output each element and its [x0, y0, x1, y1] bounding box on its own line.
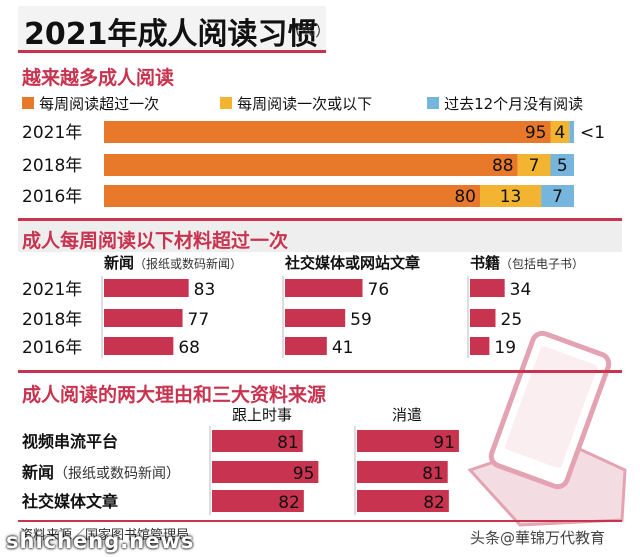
materials-bar-chart: 2021年 2018年 2016年 新闻（报纸或数码新闻） 83 77 68 社交媒体或网站文… — [22, 254, 584, 358]
stacked-bar-segment — [517, 154, 551, 176]
main-title-box: 2021年成人阅读习惯 （%） — [18, 6, 330, 53]
year-label: 2018年 — [22, 310, 82, 330]
source-label: 社交媒体文章 — [21, 492, 118, 511]
legend-swatch-3 — [427, 97, 439, 109]
bar-value-label: 19 — [494, 338, 516, 358]
section3-separator — [18, 370, 622, 373]
legend-label-2: 每周阅读一次或以下 — [237, 95, 373, 113]
bar-value-label: 83 — [194, 280, 216, 300]
bar — [212, 430, 303, 452]
bar-value-label: 81 — [277, 433, 299, 453]
stacked-bar-segment — [480, 185, 542, 207]
bar — [357, 461, 448, 483]
bar-value-label: 95 — [293, 464, 315, 484]
legend-item-2: 每周阅读一次或以下 — [220, 93, 372, 114]
reason-header: 跟上时事 — [232, 406, 292, 424]
bar — [104, 279, 189, 297]
column-header: 书籍（包括电子书） — [470, 254, 584, 272]
bar — [470, 279, 505, 297]
stacked-bar-segment — [104, 185, 480, 207]
tablet-screen — [505, 346, 597, 468]
source-label: 视频串流平台 — [22, 432, 118, 451]
bar-value-label: 7 — [529, 156, 540, 176]
unit-label: （%） — [286, 22, 331, 40]
year-label: 2018年 — [22, 156, 82, 176]
bar — [470, 309, 496, 327]
legend-swatch-2 — [220, 97, 232, 109]
bar-value-label: 5 — [557, 156, 568, 176]
bar-value-label: 13 — [500, 187, 522, 207]
section2-title: 成人每周阅读以下材料超过一次 — [22, 230, 289, 252]
reason-header: 消遣 — [392, 406, 422, 424]
source-label: 新闻（报纸或数码新闻） — [22, 463, 180, 482]
bar — [285, 337, 327, 355]
bar-value-label: 4 — [554, 123, 565, 143]
year-label: 2016年 — [22, 187, 82, 207]
bar — [104, 309, 183, 327]
stacked-bar-segment — [541, 185, 574, 207]
bar-value-label: 80 — [454, 187, 476, 207]
stacked-bar-segment — [550, 121, 570, 143]
bar-value-label: 41 — [332, 338, 354, 358]
stacked-bar-segment — [569, 121, 574, 143]
bar — [357, 490, 449, 512]
legend-label-3: 过去12个月没有阅读 — [444, 95, 584, 113]
bar — [212, 490, 304, 512]
section1-title: 越来越多成人阅读 — [22, 67, 175, 89]
bar-value-label: 88 — [492, 156, 514, 176]
bar — [285, 279, 363, 297]
bar-value-label: 76 — [368, 280, 390, 300]
section2-header-bg — [18, 218, 622, 252]
bar-value-label: 82 — [278, 493, 300, 513]
year-label: 2021年 — [22, 280, 82, 300]
page-title: 2021年成人阅读习惯 — [24, 17, 318, 52]
bar-value-label: 82 — [423, 493, 445, 513]
bar-value-label: 91 — [433, 433, 455, 453]
bar-value-label: 59 — [350, 310, 372, 330]
bar — [357, 430, 459, 452]
stacked-bar-segment — [104, 154, 518, 176]
tablet-illustration — [467, 330, 627, 527]
bar-value-label: 77 — [188, 310, 210, 330]
bar-value-label: <1 — [580, 123, 605, 143]
stacked-bar-segment — [104, 121, 551, 143]
site-watermark: shicheng.news — [6, 529, 195, 553]
bar-value-label: 68 — [178, 338, 200, 358]
stacked-bar-segment — [550, 154, 574, 176]
year-label: 2016年 — [22, 338, 82, 358]
section3-title: 成人阅读的两大理由和三大资料来源 — [22, 384, 327, 406]
bar-value-label: 34 — [510, 280, 532, 300]
bar — [285, 309, 346, 327]
column-header: 社交媒体或网站文章 — [284, 254, 420, 272]
section2-separator — [18, 218, 622, 221]
legend-item-3: 过去12个月没有阅读 — [427, 93, 583, 114]
legend-item-1: 每周阅读超过一次 — [22, 93, 159, 114]
bar-value-label: 95 — [525, 123, 547, 143]
bar-value-label: 7 — [552, 187, 563, 207]
bar — [470, 337, 490, 355]
bar — [212, 461, 319, 483]
watermark: 头条@華锦万代教育 — [470, 529, 606, 547]
legend-swatch-1 — [22, 97, 34, 109]
bar — [104, 337, 174, 355]
bar-value-label: 81 — [422, 464, 444, 484]
bar-value-label: 25 — [501, 310, 523, 330]
column-header: 新闻（报纸或数码新闻） — [104, 254, 242, 272]
year-label: 2021年 — [22, 123, 82, 143]
legend-label-1: 每周阅读超过一次 — [39, 95, 160, 113]
source-note: 资料来源／国家图书馆管理局 — [20, 528, 190, 543]
footer-separator — [18, 520, 622, 522]
